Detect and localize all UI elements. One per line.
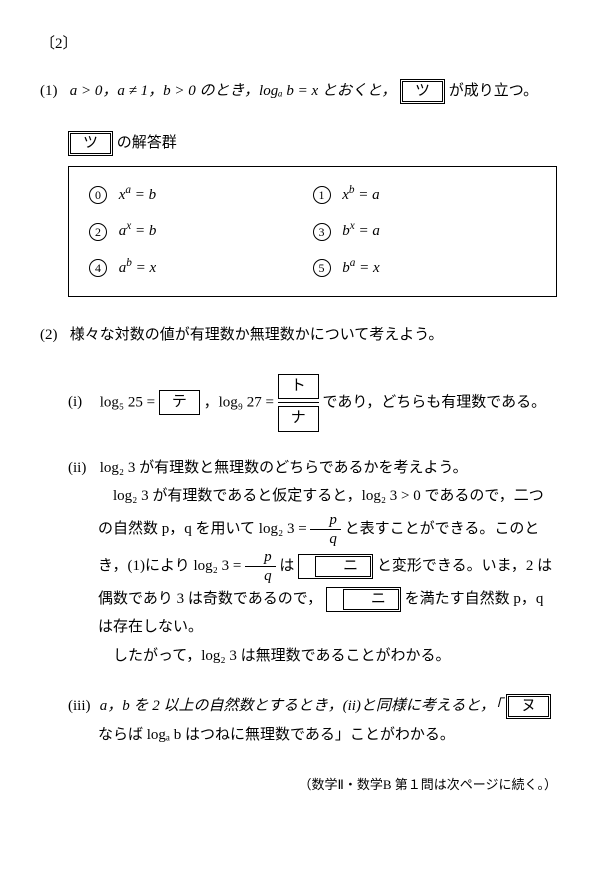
q2-iii-num: (iii)	[68, 692, 96, 721]
q2-i: (i) log₅ 25 = テ ，log₉ 27 = ト ナ であり，どちらも有…	[68, 374, 557, 432]
frac-pq-1: pq	[310, 511, 341, 548]
blank-tsu: ツ	[400, 79, 445, 104]
blank-ni-1: ニ	[298, 554, 373, 579]
q2-number: (2)	[40, 321, 66, 350]
page-footer: （数学Ⅱ・数学B 第１問は次ページに続く。）	[40, 773, 557, 798]
q2-iii: (iii) a，b を 2 以上の自然数とするとき，(ii)と同様に考えると，「…	[68, 692, 557, 749]
q1-number: (1)	[40, 77, 66, 106]
q2-ii-num: (ii)	[68, 454, 96, 483]
blank-te: テ	[159, 390, 200, 416]
q2-lead: 様々な対数の値が有理数か無理数かについて考えよう。	[70, 327, 444, 343]
q2-iii-b: ならば logₐ b はつねに無理数である」ことがわかる。	[98, 727, 455, 743]
choice-0: 0 xa = b	[89, 177, 313, 214]
blank-nu: ヌ	[506, 694, 551, 719]
q2-ii-l1: log₂ 3 が有理数と無理数のどちらであるかを考えよう。	[100, 460, 468, 476]
choice-box: 0 xa = b 1 xb = a 2 ax = b 3 bx = a 4 ab…	[68, 166, 557, 298]
section-number: 〔2〕	[40, 30, 557, 59]
question-2: (2) 様々な対数の値が有理数か無理数かについて考えよう。 (i) log₅ 2…	[40, 321, 557, 749]
choice-1: 1 xb = a	[313, 177, 537, 214]
blank-ni-2: ニ	[326, 587, 401, 612]
q2-ii-l3: したがって，log₂ 3 は無理数であることがわかる。	[98, 642, 557, 671]
q2-i-c: であり，どちらも有理数である。	[323, 394, 547, 410]
q2-ii: (ii) log₂ 3 が有理数と無理数のどちらであるかを考えよう。 log₂ …	[68, 454, 557, 671]
choice-3: 3 bx = a	[313, 213, 537, 250]
choice-5: 5 ba = x	[313, 250, 537, 287]
blank-to: ト	[278, 374, 319, 400]
choice-group-label: ツ の解答群	[68, 129, 557, 158]
frac-pq-2: pq	[245, 548, 276, 585]
q1-text-pre: a > 0，a ≠ 1，b > 0 のとき，logₐ b = x とおくと，	[70, 83, 397, 99]
question-1: (1) a > 0，a ≠ 1，b > 0 のとき，logₐ b = x とおく…	[40, 77, 557, 298]
q2-ii-body: log₂ 3 が有理数であると仮定すると，log₂ 3 > 0 であるので，二つ…	[98, 482, 557, 642]
choice-2: 2 ax = b	[89, 213, 313, 250]
choice-4: 4 ab = x	[89, 250, 313, 287]
q2-i-a: log₅ 25 =	[100, 394, 155, 410]
q2-i-b: ，log₉ 27 =	[204, 394, 274, 410]
q2-i-num: (i)	[68, 388, 96, 417]
frac-to-na: ト ナ	[278, 374, 319, 432]
blank-na: ナ	[278, 406, 319, 432]
q1-text-post: が成り立つ。	[449, 83, 538, 99]
q2-iii-a: a，b を 2 以上の自然数とするとき，(ii)と同様に考えると，「	[100, 698, 503, 714]
